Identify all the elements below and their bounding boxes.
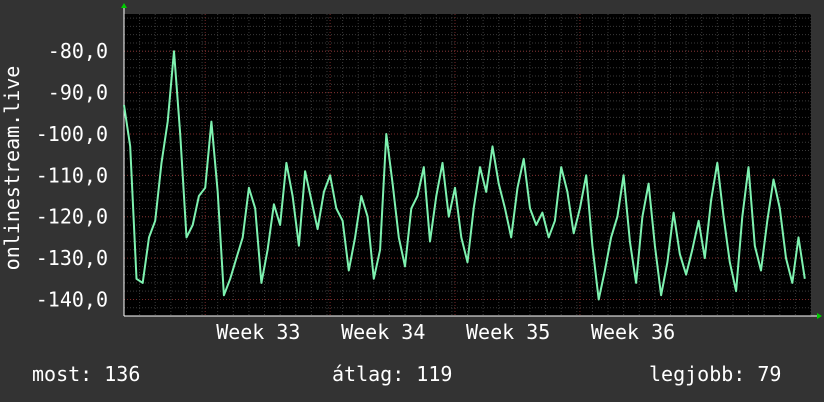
line-chart: -80,0 -90,0 -100,0 -110,0 -120,0 -130,0 -140,0… (0, 3, 822, 344)
y-tick-label: -100,0 (36, 122, 108, 146)
y-tick-label: -120,0 (36, 205, 108, 229)
series-line-0 (123, 50, 806, 301)
y-tick-label: -80,0 (48, 39, 108, 63)
x-tick-label: Week 35 (466, 320, 550, 344)
y-tick-label: -110,0 (36, 163, 108, 187)
y-axis-title: onlinestream.live (0, 66, 24, 271)
x-axis-arrow (817, 313, 822, 319)
y-tick-label: -130,0 (36, 246, 108, 270)
x-tick-label: Week 33 (216, 320, 300, 344)
stat-best: legjobb: 79 (649, 362, 782, 386)
y-axis-arrow (121, 3, 127, 8)
x-tick-label: Week 36 (591, 320, 675, 344)
y-tick-label: -90,0 (48, 81, 108, 105)
y-tick-label: -140,0 (36, 287, 108, 311)
x-tick-label: Week 34 (341, 320, 425, 344)
stat-average: átlag: 119 (332, 362, 453, 386)
stat-current: most: 136 (32, 362, 141, 386)
